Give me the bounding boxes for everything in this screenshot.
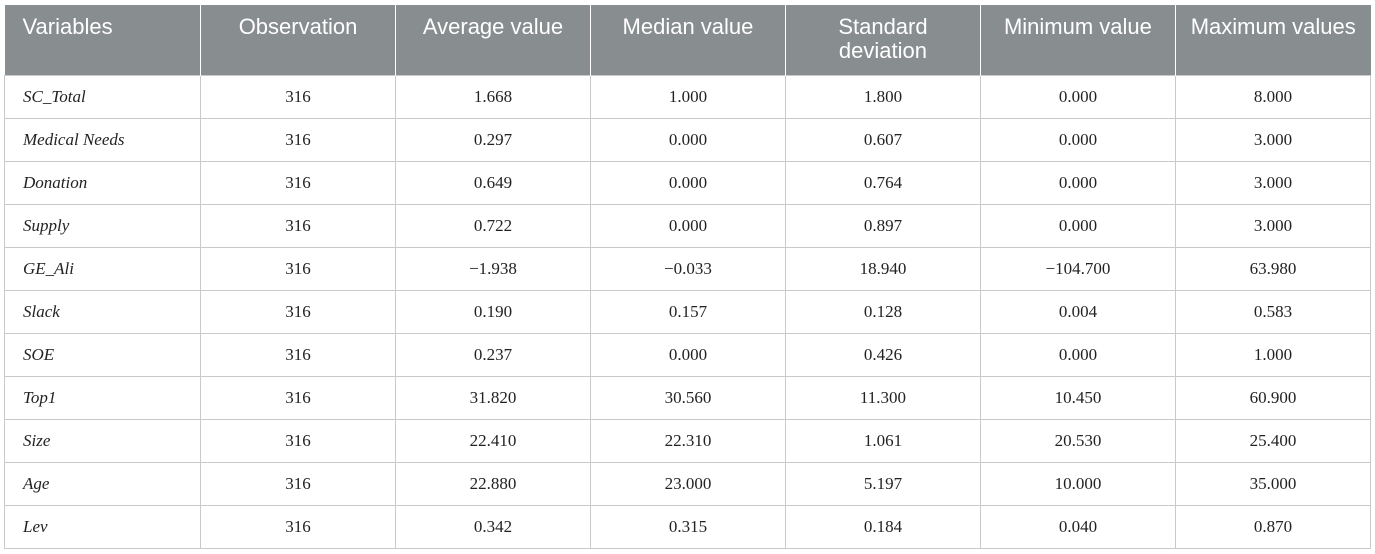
observation-cell: 316 <box>200 375 396 420</box>
observation-cell: 316 <box>200 332 396 377</box>
maximum-value-cell: 3.000 <box>1174 203 1372 248</box>
average-value-cell: 31.820 <box>395 375 591 420</box>
standard-deviation-cell: 11.300 <box>784 375 981 420</box>
header-standard-deviation: Standard deviation <box>785 5 981 75</box>
minimum-value-cell: 0.000 <box>979 160 1176 205</box>
average-value-cell: 0.342 <box>395 504 591 549</box>
maximum-value-cell: 3.000 <box>1174 160 1372 205</box>
descriptive-statistics-table: Variables Observation Average value Medi… <box>3 5 1372 549</box>
header-variables: Variables <box>4 5 202 75</box>
maximum-value-cell: 35.000 <box>1174 461 1372 506</box>
standard-deviation-cell: 0.426 <box>784 332 981 377</box>
average-value-cell: 0.190 <box>395 289 591 334</box>
minimum-value-cell: 0.000 <box>979 74 1176 119</box>
maximum-value-cell: 3.000 <box>1174 117 1372 162</box>
minimum-value-cell: 0.000 <box>979 332 1176 377</box>
minimum-value-cell: 10.450 <box>979 375 1176 420</box>
maximum-value-cell: 0.870 <box>1174 504 1372 549</box>
variable-name-cell: Supply <box>3 203 202 248</box>
median-value-cell: 0.157 <box>589 289 786 334</box>
maximum-value-cell: 1.000 <box>1174 332 1372 377</box>
median-value-cell: 30.560 <box>589 375 786 420</box>
average-value-cell: 22.880 <box>395 461 591 506</box>
observation-cell: 316 <box>200 289 396 334</box>
table-row: Slack 316 0.190 0.157 0.128 0.004 0.583 <box>3 289 1372 334</box>
observation-cell: 316 <box>200 418 396 463</box>
minimum-value-cell: 20.530 <box>979 418 1176 463</box>
average-value-cell: 0.237 <box>395 332 591 377</box>
standard-deviation-cell: 0.128 <box>784 289 981 334</box>
table-body: SC_Total 316 1.668 1.000 1.800 0.000 8.000 Medi… <box>3 74 1372 549</box>
minimum-value-cell: 10.000 <box>979 461 1176 506</box>
header-row: Variables Observation Average value Medi… <box>4 5 1371 75</box>
median-value-cell: 0.000 <box>589 203 786 248</box>
standard-deviation-cell: 5.197 <box>784 461 981 506</box>
standard-deviation-cell: 18.940 <box>784 246 981 291</box>
minimum-value-cell: 0.040 <box>979 504 1176 549</box>
statistics-table-container: Variables Observation Average value Medi… <box>3 5 1372 549</box>
minimum-value-cell: −104.700 <box>979 246 1176 291</box>
minimum-value-cell: 0.000 <box>979 117 1176 162</box>
average-value-cell: 0.722 <box>395 203 591 248</box>
table-row: Top1 316 31.820 30.560 11.300 10.450 60.900 <box>3 375 1372 420</box>
median-value-cell: 22.310 <box>589 418 786 463</box>
table-row: Age 316 22.880 23.000 5.197 10.000 35.000 <box>3 461 1372 506</box>
header-observation: Observation <box>200 5 396 75</box>
variable-name-cell: Lev <box>3 504 202 549</box>
variable-name-cell: SOE <box>3 332 202 377</box>
maximum-value-cell: 8.000 <box>1174 74 1372 119</box>
median-value-cell: 0.000 <box>589 332 786 377</box>
variable-name-cell: SC_Total <box>3 74 202 119</box>
header-minimum-value: Minimum value <box>980 5 1176 75</box>
maximum-value-cell: 60.900 <box>1174 375 1372 420</box>
variable-name-cell: Medical Needs <box>3 117 202 162</box>
average-value-cell: 1.668 <box>395 74 591 119</box>
observation-cell: 316 <box>200 504 396 549</box>
median-value-cell: −0.033 <box>589 246 786 291</box>
median-value-cell: 0.000 <box>589 160 786 205</box>
standard-deviation-cell: 0.897 <box>784 203 981 248</box>
average-value-cell: 22.410 <box>395 418 591 463</box>
variable-name-cell: GE_Ali <box>3 246 202 291</box>
maximum-value-cell: 63.980 <box>1174 246 1372 291</box>
average-value-cell: −1.938 <box>395 246 591 291</box>
header-maximum-values: Maximum values <box>1175 5 1371 75</box>
table-row: Lev 316 0.342 0.315 0.184 0.040 0.870 <box>3 504 1372 549</box>
observation-cell: 316 <box>200 117 396 162</box>
standard-deviation-cell: 1.061 <box>784 418 981 463</box>
average-value-cell: 0.649 <box>395 160 591 205</box>
table-row: SC_Total 316 1.668 1.000 1.800 0.000 8.000 <box>3 74 1372 119</box>
median-value-cell: 0.000 <box>589 117 786 162</box>
header-median-value: Median value <box>590 5 786 75</box>
variable-name-cell: Top1 <box>3 375 202 420</box>
variable-name-cell: Age <box>3 461 202 506</box>
header-average-value: Average value <box>395 5 591 75</box>
variable-name-cell: Size <box>3 418 202 463</box>
minimum-value-cell: 0.000 <box>979 203 1176 248</box>
table-row: SOE 316 0.237 0.000 0.426 0.000 1.000 <box>3 332 1372 377</box>
average-value-cell: 0.297 <box>395 117 591 162</box>
table-row: Supply 316 0.722 0.000 0.897 0.000 3.000 <box>3 203 1372 248</box>
standard-deviation-cell: 0.184 <box>784 504 981 549</box>
observation-cell: 316 <box>200 74 396 119</box>
observation-cell: 316 <box>200 160 396 205</box>
observation-cell: 316 <box>200 203 396 248</box>
maximum-value-cell: 25.400 <box>1174 418 1372 463</box>
variable-name-cell: Slack <box>3 289 202 334</box>
minimum-value-cell: 0.004 <box>979 289 1176 334</box>
median-value-cell: 23.000 <box>589 461 786 506</box>
maximum-value-cell: 0.583 <box>1174 289 1372 334</box>
observation-cell: 316 <box>200 461 396 506</box>
table-row: Size 316 22.410 22.310 1.061 20.530 25.400 <box>3 418 1372 463</box>
standard-deviation-cell: 0.764 <box>784 160 981 205</box>
table-row: Medical Needs 316 0.297 0.000 0.607 0.000 3.00… <box>3 117 1372 162</box>
standard-deviation-cell: 0.607 <box>784 117 981 162</box>
table-row: GE_Ali 316 −1.938 −0.033 18.940 −104.700 63.98… <box>3 246 1372 291</box>
observation-cell: 316 <box>200 246 396 291</box>
variable-name-cell: Donation <box>3 160 202 205</box>
median-value-cell: 1.000 <box>589 74 786 119</box>
median-value-cell: 0.315 <box>589 504 786 549</box>
table-row: Donation 316 0.649 0.000 0.764 0.000 3.000 <box>3 160 1372 205</box>
standard-deviation-cell: 1.800 <box>784 74 981 119</box>
